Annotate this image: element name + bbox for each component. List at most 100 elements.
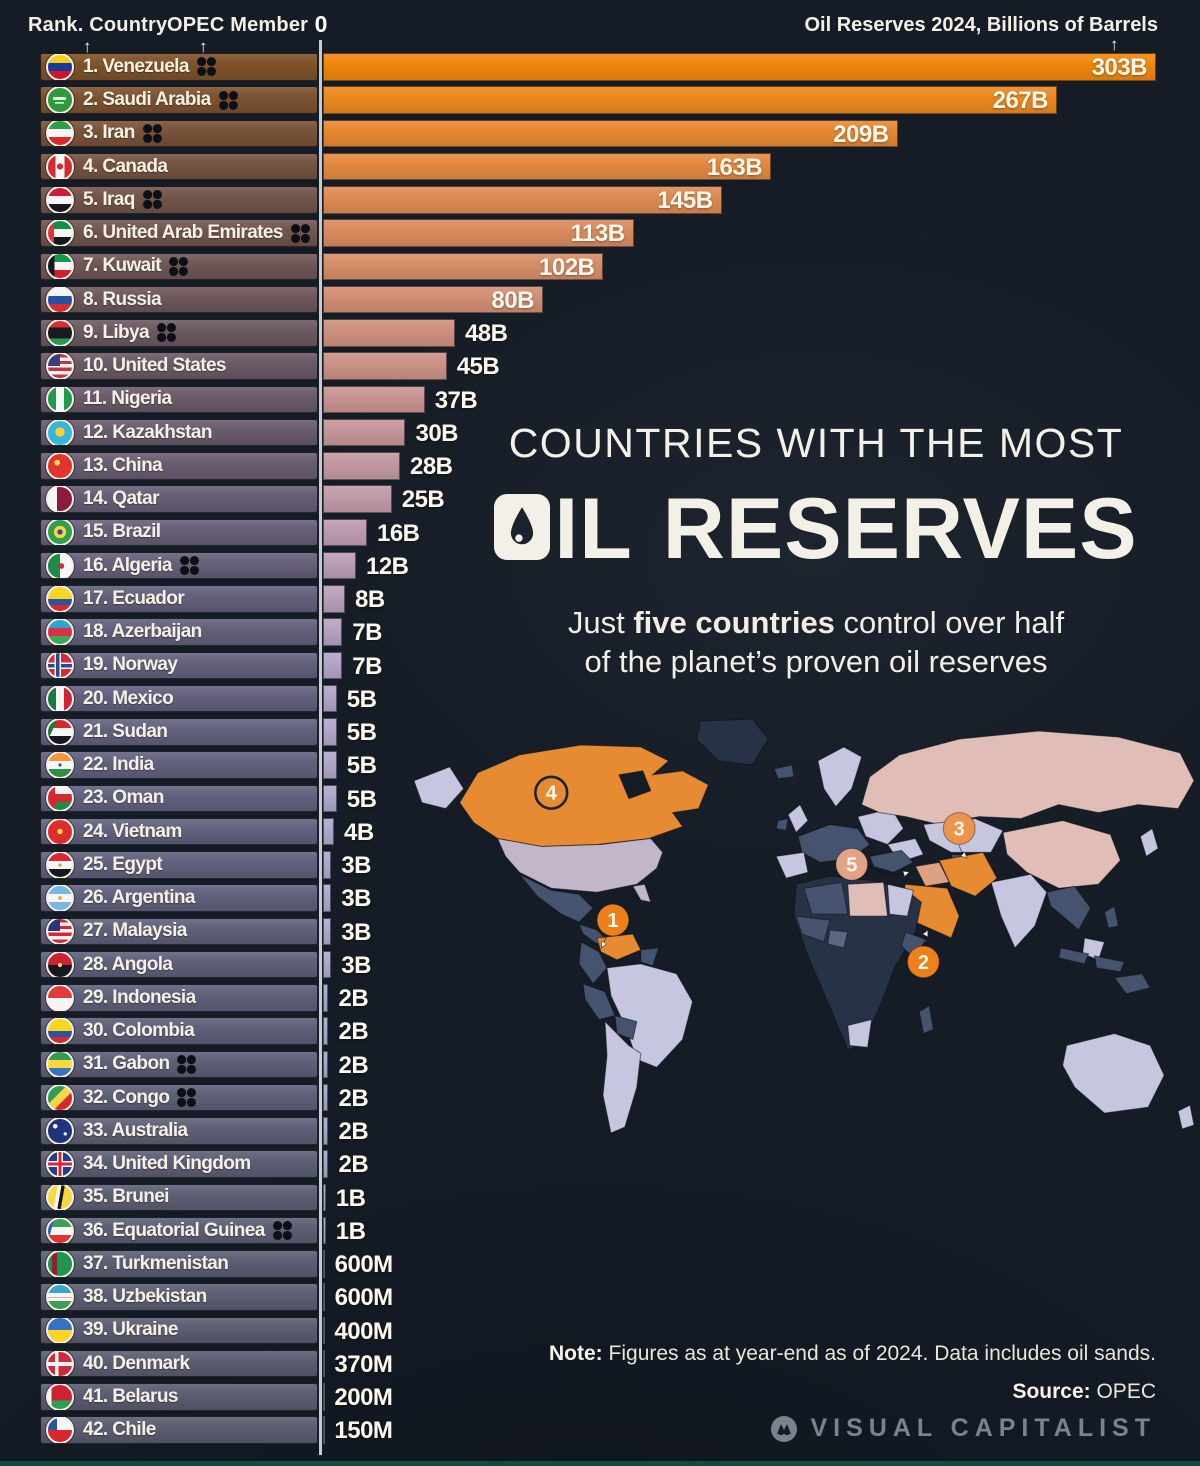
bar-indonesia	[323, 984, 329, 1012]
bar-value-label: 1B	[335, 1217, 366, 1245]
map-region-new-guinea	[1113, 973, 1151, 995]
country-label-chile: 42. Chile	[40, 1416, 318, 1444]
bar-saudi-arabia	[323, 86, 1057, 114]
bar-azerbaijan	[323, 618, 343, 646]
map-region-libya	[847, 881, 889, 917]
bar-colombia	[323, 1017, 329, 1045]
arrow-up-icon: ↑	[199, 37, 208, 56]
flag-icon-saudi-arabia	[46, 87, 74, 113]
bar-nigeria	[323, 385, 425, 413]
flag-icon-china	[46, 452, 74, 479]
bar-china	[323, 452, 400, 480]
country-label-ukraine: 39. Ukraine	[40, 1316, 318, 1344]
country-name: 22. India	[83, 754, 154, 775]
opec-member-icon	[176, 1087, 197, 1108]
country-name: 5. Iraq	[83, 188, 135, 210]
chart-row-brunei: 35. Brunei 1B	[0, 1183, 1200, 1212]
map-region-canada	[459, 744, 710, 847]
flag-icon-colombia	[46, 1018, 74, 1044]
bar-value-label: 48B	[464, 320, 508, 347]
map-marker-number-5: 5	[846, 854, 857, 876]
country-label-kuwait: 7. Kuwait	[40, 252, 318, 280]
map-region-guyanas	[640, 947, 660, 967]
chart-row-belarus: 41. Belarus 200M	[0, 1383, 1200, 1411]
chart-row-kazakhstan: 12. Kazakhstan 30B	[0, 418, 1200, 447]
country-name: 31. Gabon	[83, 1053, 170, 1075]
arrow-up-icon: ↑	[83, 37, 92, 56]
flag-icon-venezuela	[46, 53, 74, 80]
flag-icon-egypt	[46, 851, 74, 878]
map-region-china	[1002, 820, 1121, 889]
bar-malaysia	[323, 917, 332, 945]
chart-row-azerbaijan: 18. Azerbaijan 7B	[0, 618, 1200, 646]
country-label-azerbaijan: 18. Azerbaijan	[40, 618, 318, 646]
bar-iran	[323, 119, 898, 147]
chart-row-congo: 32. Congo 2B	[0, 1083, 1200, 1112]
bar-value-label: 16B	[376, 519, 420, 547]
column-header-opec-member: OPEC Member	[167, 14, 309, 36]
country-name: 33. Australia	[83, 1119, 188, 1141]
flag-icon-united-states	[46, 353, 74, 379]
bar-equatorial-guinea	[323, 1216, 326, 1245]
country-name: 12. Kazakhstan	[83, 421, 212, 443]
country-label-saudi-arabia: 2. Saudi Arabia	[40, 86, 318, 114]
chart-row-norway: 19. Norway 7B	[0, 651, 1200, 680]
country-name: 21. Sudan	[83, 720, 168, 742]
chart-row-kuwait: 7. Kuwait 102B	[0, 252, 1200, 281]
bar-value-label: 150M	[334, 1417, 393, 1445]
map-region-peru	[582, 983, 616, 1021]
country-name: 41. Belarus	[83, 1385, 178, 1407]
country-label-angola: 28. Angola	[40, 950, 318, 979]
bar-canada	[323, 152, 772, 181]
bar-kuwait	[323, 252, 604, 280]
country-label-vietnam: 24. Vietnam	[40, 817, 318, 846]
chart-row-algeria: 16. Algeria 12B	[0, 551, 1200, 580]
bar-gabon	[323, 1050, 329, 1078]
title-word-reserves: RESERVES	[662, 481, 1138, 577]
subtitle: Just five countries control over half of …	[567, 605, 1065, 679]
country-label-iran: 3. Iran	[40, 119, 318, 147]
bar-value-label: 102B	[539, 253, 595, 281]
country-name: 1. Venezuela	[83, 55, 189, 77]
country-label-uzbekistan: 38. Uzbekistan	[40, 1283, 318, 1311]
map-marker-3	[942, 812, 976, 845]
flag-icon-ukraine	[46, 1317, 74, 1344]
chart-row-russia: 8. Russia 80B	[0, 285, 1200, 314]
country-name: 42. Chile	[83, 1419, 156, 1440]
chart-row-vietnam: 24. Vietnam 4B	[0, 817, 1200, 846]
bar-value-label: 400M	[334, 1317, 393, 1345]
bar-value-label: 113B	[570, 220, 626, 248]
map-marker-4	[534, 775, 569, 810]
flag-icon-uzbekistan	[46, 1284, 74, 1310]
country-label-belarus: 41. Belarus	[40, 1383, 318, 1411]
country-label-denmark: 40. Denmark	[40, 1349, 318, 1378]
bar-turkmenistan	[323, 1250, 325, 1278]
opec-member-icon	[218, 90, 239, 111]
chart-row-iraq: 5. Iraq 145B	[0, 186, 1200, 214]
country-name: 36. Equatorial Guinea	[83, 1219, 265, 1241]
bar-denmark	[323, 1349, 325, 1378]
bar-value-label: 200M	[334, 1384, 393, 1411]
country-name: 2. Saudi Arabia	[83, 89, 211, 110]
opec-member-icon	[176, 1054, 197, 1075]
chart-row-indonesia: 29. Indonesia 2B	[0, 984, 1200, 1012]
country-name: 19. Norway	[83, 654, 178, 676]
map-region-greenland	[695, 718, 769, 766]
bar-value-label: 30B	[415, 419, 458, 447]
flag-icon-libya	[46, 319, 74, 346]
bottom-green-strip	[0, 1461, 1200, 1466]
flag-icon-kazakhstan	[46, 419, 74, 446]
bar-value-label: 1B	[335, 1184, 366, 1212]
chart-row-india: 22. India 5B	[0, 751, 1200, 779]
chart-row-canada: 4. Canada 163B	[0, 152, 1200, 181]
country-name: 30. Colombia	[83, 1020, 195, 1041]
bar-value-label: 600M	[334, 1251, 394, 1278]
chart-row-mexico: 20. Mexico 5B	[0, 684, 1200, 713]
flag-icon-argentina	[46, 885, 74, 911]
bar-value-label: 2B	[338, 1084, 369, 1112]
map-region-scandinavia	[817, 746, 863, 808]
country-label-australia: 33. Australia	[40, 1117, 318, 1145]
visual-capitalist-logo-icon	[770, 1415, 798, 1443]
bar-qatar	[323, 485, 392, 513]
bar-russia	[323, 285, 543, 314]
